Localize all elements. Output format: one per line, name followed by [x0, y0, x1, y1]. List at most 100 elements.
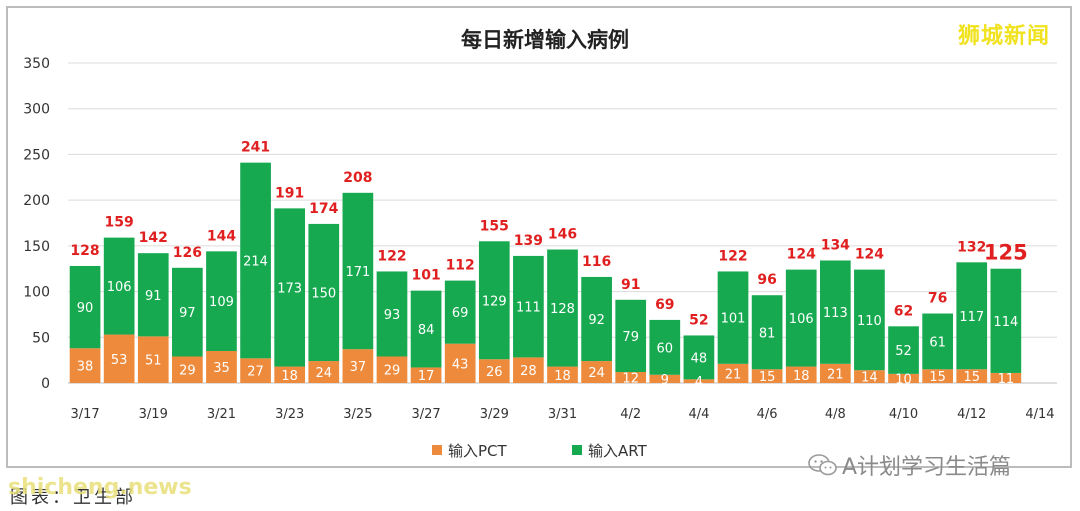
data-label-total: 241 — [241, 140, 270, 156]
y-tick-label: 250 — [23, 147, 50, 163]
data-label-total: 174 — [309, 201, 338, 217]
data-label-art: 81 — [759, 326, 776, 341]
bar-art — [410, 290, 442, 368]
y-tick-label: 200 — [23, 193, 50, 209]
data-label-art: 171 — [345, 265, 370, 280]
data-label-total: 69 — [655, 297, 674, 313]
bar-art — [274, 208, 306, 367]
bar-pct — [274, 366, 306, 383]
bar-pct — [547, 366, 578, 383]
data-label-total: 62 — [894, 303, 913, 319]
data-label-pct: 15 — [759, 370, 776, 385]
data-label-total: 142 — [139, 230, 168, 246]
data-label-pct: 18 — [793, 369, 810, 384]
data-label-pct: 18 — [281, 369, 298, 384]
bar-art — [172, 267, 203, 357]
bar-pct — [308, 361, 340, 383]
watermark-site: shicheng.news — [8, 475, 192, 500]
bar-pct — [342, 349, 374, 383]
x-tick-label: 3/23 — [275, 407, 304, 422]
watermark-bottom-text: A计划学习生活篇 — [842, 455, 1012, 480]
data-label-total: 122 — [377, 248, 406, 264]
data-label-art: 91 — [145, 289, 162, 304]
bar-art — [308, 223, 340, 362]
bar-art — [956, 262, 988, 370]
data-label-pct: 21 — [725, 367, 742, 382]
data-label-total: 208 — [343, 170, 372, 186]
data-label-art: 79 — [622, 330, 639, 345]
bar-pct — [683, 379, 715, 383]
y-axis: 0 50 100 150 200 250 300 350 — [23, 56, 50, 392]
data-label-art: 214 — [243, 254, 268, 269]
bar-pct — [819, 363, 851, 383]
y-tick-label: 150 — [23, 239, 50, 255]
bar-art — [751, 295, 783, 370]
bar-art — [888, 326, 919, 374]
data-label-art: 48 — [691, 351, 708, 366]
x-tick-label: 3/25 — [343, 407, 372, 422]
data-label-art: 61 — [929, 335, 946, 350]
data-label-art: 101 — [721, 312, 746, 327]
bar-art — [342, 192, 374, 350]
data-label-pct: 21 — [827, 367, 844, 382]
bar-art — [376, 271, 408, 357]
bar-pct — [513, 357, 544, 383]
x-tick-label: 4/12 — [957, 407, 986, 422]
bar-pct — [615, 372, 647, 383]
data-label-total: 132 — [957, 239, 986, 255]
bar-art — [649, 319, 681, 375]
x-axis: 3/17 3/19 3/21 3/23 3/25 3/27 3/29 3/31 4/2 4/4 4/… — [70, 407, 1054, 422]
data-label-total: 126 — [173, 245, 202, 261]
data-label-total: 52 — [689, 312, 708, 328]
x-tick-label: 3/21 — [207, 407, 236, 422]
x-tick-label: 4/8 — [825, 407, 846, 422]
bar-pct — [376, 356, 408, 383]
y-tick-label: 50 — [32, 330, 50, 346]
x-tick-label: 4/14 — [1025, 407, 1054, 422]
data-label-total: 134 — [821, 237, 850, 253]
chart-title: 每日新增输入病例 — [461, 28, 629, 52]
data-label-pct: 37 — [350, 360, 367, 375]
data-label-pct: 29 — [384, 364, 401, 379]
bar-pct — [751, 369, 783, 383]
y-tick-label: 100 — [23, 285, 50, 301]
bar-art — [785, 269, 817, 367]
data-label-total: 124 — [787, 247, 816, 263]
data-label-pct: 15 — [963, 370, 980, 385]
data-label-total: 116 — [582, 254, 611, 270]
data-label-total: 155 — [480, 218, 509, 234]
x-tick-label: 4/2 — [620, 407, 641, 422]
data-label-total: 128 — [70, 243, 99, 259]
data-label-art: 113 — [823, 306, 848, 321]
data-label-art: 92 — [588, 313, 605, 328]
data-label-art: 90 — [77, 301, 94, 316]
data-label-total: 159 — [105, 215, 134, 231]
x-tick-label: 4/10 — [889, 407, 918, 422]
data-label-pct: 24 — [316, 366, 333, 381]
data-label-total: 139 — [514, 233, 543, 249]
bar-art — [513, 255, 544, 358]
legend-label: 输入PCT — [448, 442, 508, 460]
bar-art — [581, 276, 612, 362]
bar-pct — [478, 359, 510, 383]
data-label-art: 110 — [857, 314, 882, 329]
y-tick-label: 300 — [23, 102, 50, 118]
data-label-total: 101 — [411, 268, 440, 284]
data-label-art: 129 — [482, 294, 507, 309]
y-tick-label: 0 — [41, 376, 50, 392]
data-label-pct: 35 — [213, 361, 230, 376]
data-label-pct: 18 — [554, 369, 571, 384]
data-label-total: 91 — [621, 277, 640, 293]
bar-art — [819, 260, 851, 364]
legend-swatch — [572, 445, 582, 455]
bar-pct — [444, 343, 476, 383]
data-label-total: 144 — [207, 228, 236, 244]
data-label-pct: 43 — [452, 357, 469, 372]
bar-pct — [649, 374, 681, 383]
wechat-icon — [808, 454, 837, 476]
x-tick-label: 3/17 — [70, 407, 99, 422]
data-label-total: 191 — [275, 185, 304, 201]
x-tick-label: 4/6 — [757, 407, 778, 422]
bars — [69, 162, 1022, 383]
